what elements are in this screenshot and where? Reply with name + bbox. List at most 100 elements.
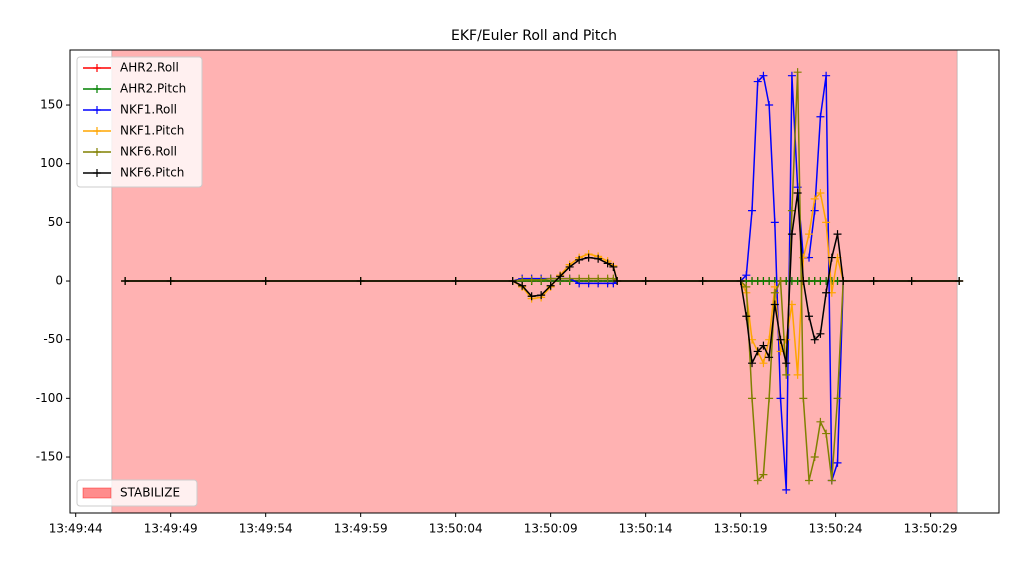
point-marker	[816, 112, 825, 121]
point-marker	[810, 335, 819, 344]
y-tick-label: -50	[43, 332, 63, 346]
y-tick-label: 50	[48, 215, 63, 229]
x-tick-label: 13:50:24	[809, 522, 863, 536]
point-marker	[839, 277, 848, 286]
point-marker	[641, 277, 650, 286]
point-marker	[782, 485, 791, 494]
point-marker	[776, 277, 785, 286]
point-marker	[356, 277, 365, 286]
point-marker	[816, 189, 825, 198]
x-tick-label: 13:49:59	[334, 522, 388, 536]
point-marker	[748, 394, 757, 403]
point-marker	[584, 253, 593, 262]
point-marker	[810, 453, 819, 462]
point-marker	[799, 277, 808, 286]
point-marker	[518, 281, 527, 290]
y-tick-label: 100	[40, 156, 63, 170]
point-marker	[698, 277, 707, 286]
x-tick-label: 13:50:09	[524, 522, 578, 536]
point-marker	[759, 359, 768, 368]
point-marker	[793, 370, 802, 379]
point-marker	[869, 277, 878, 286]
point-marker	[782, 370, 791, 379]
point-marker	[575, 274, 584, 283]
point-marker	[816, 417, 825, 426]
point-marker	[765, 394, 774, 403]
point-marker	[753, 77, 762, 86]
legend-marker	[93, 64, 101, 72]
point-marker	[575, 255, 584, 264]
point-marker	[759, 341, 768, 350]
x-tick-label: 13:49:44	[49, 522, 103, 536]
point-marker	[742, 282, 751, 291]
point-marker	[166, 277, 175, 286]
point-marker	[527, 292, 536, 301]
y-tick-label: -100	[36, 391, 63, 405]
point-marker	[793, 68, 802, 77]
point-marker	[594, 254, 603, 263]
point-marker	[770, 300, 779, 309]
point-marker	[907, 277, 916, 286]
point-marker	[782, 359, 791, 368]
legend-label: NKF1.Roll	[120, 103, 177, 117]
point-marker	[787, 71, 796, 80]
point-marker	[770, 288, 779, 297]
series-line	[125, 192, 960, 366]
point-marker	[759, 470, 768, 479]
point-marker	[793, 189, 802, 198]
chart-title: EKF/Euler Roll and Pitch	[451, 28, 617, 44]
x-tick-label: 13:50:14	[619, 522, 673, 536]
point-marker	[594, 274, 603, 283]
point-marker	[822, 288, 831, 297]
x-tick-label: 13:50:19	[714, 522, 768, 536]
point-marker	[748, 359, 757, 368]
point-marker	[451, 277, 460, 286]
legend-marker	[93, 127, 101, 135]
legend-box	[76, 479, 198, 507]
legend-label: NKF1.Pitch	[120, 124, 184, 138]
x-tick-label: 13:49:54	[239, 522, 293, 536]
point-marker	[787, 230, 796, 239]
legend-label: STABILIZE	[120, 486, 180, 500]
x-tick-label: 13:50:04	[429, 522, 483, 536]
legend-marker	[93, 85, 101, 93]
point-marker	[805, 476, 814, 485]
legend-label: NKF6.Roll	[120, 145, 177, 159]
point-marker	[827, 253, 836, 262]
point-marker	[810, 194, 819, 203]
point-marker	[736, 277, 745, 286]
point-marker	[827, 476, 836, 485]
legend-label: AHR2.Pitch	[120, 82, 186, 96]
point-marker	[822, 429, 831, 438]
point-marker	[765, 353, 774, 362]
point-marker	[565, 274, 574, 283]
point-marker	[546, 274, 555, 283]
point-marker	[121, 277, 130, 286]
point-marker	[603, 259, 612, 268]
y-tick-label: 0	[55, 274, 63, 288]
point-marker	[609, 262, 618, 271]
x-tick-label: 13:50:29	[904, 522, 958, 536]
point-marker	[822, 218, 831, 227]
point-marker	[565, 262, 574, 271]
point-marker	[508, 277, 517, 286]
point-marker	[816, 329, 825, 338]
point-marker	[833, 230, 842, 239]
point-marker	[537, 291, 546, 300]
point-marker	[753, 476, 762, 485]
point-marker	[805, 312, 814, 321]
x-tick-label: 13:49:49	[144, 522, 198, 536]
point-marker	[955, 277, 964, 286]
point-marker	[765, 101, 774, 110]
plot-area	[121, 68, 964, 494]
legend-label: AHR2.Roll	[120, 61, 179, 75]
point-marker	[776, 335, 785, 344]
point-marker	[584, 274, 593, 283]
point-marker	[833, 394, 842, 403]
point-marker	[810, 206, 819, 215]
point-marker	[822, 71, 831, 80]
point-marker	[770, 218, 779, 227]
y-tick-label: -150	[36, 450, 63, 464]
point-marker	[748, 206, 757, 215]
